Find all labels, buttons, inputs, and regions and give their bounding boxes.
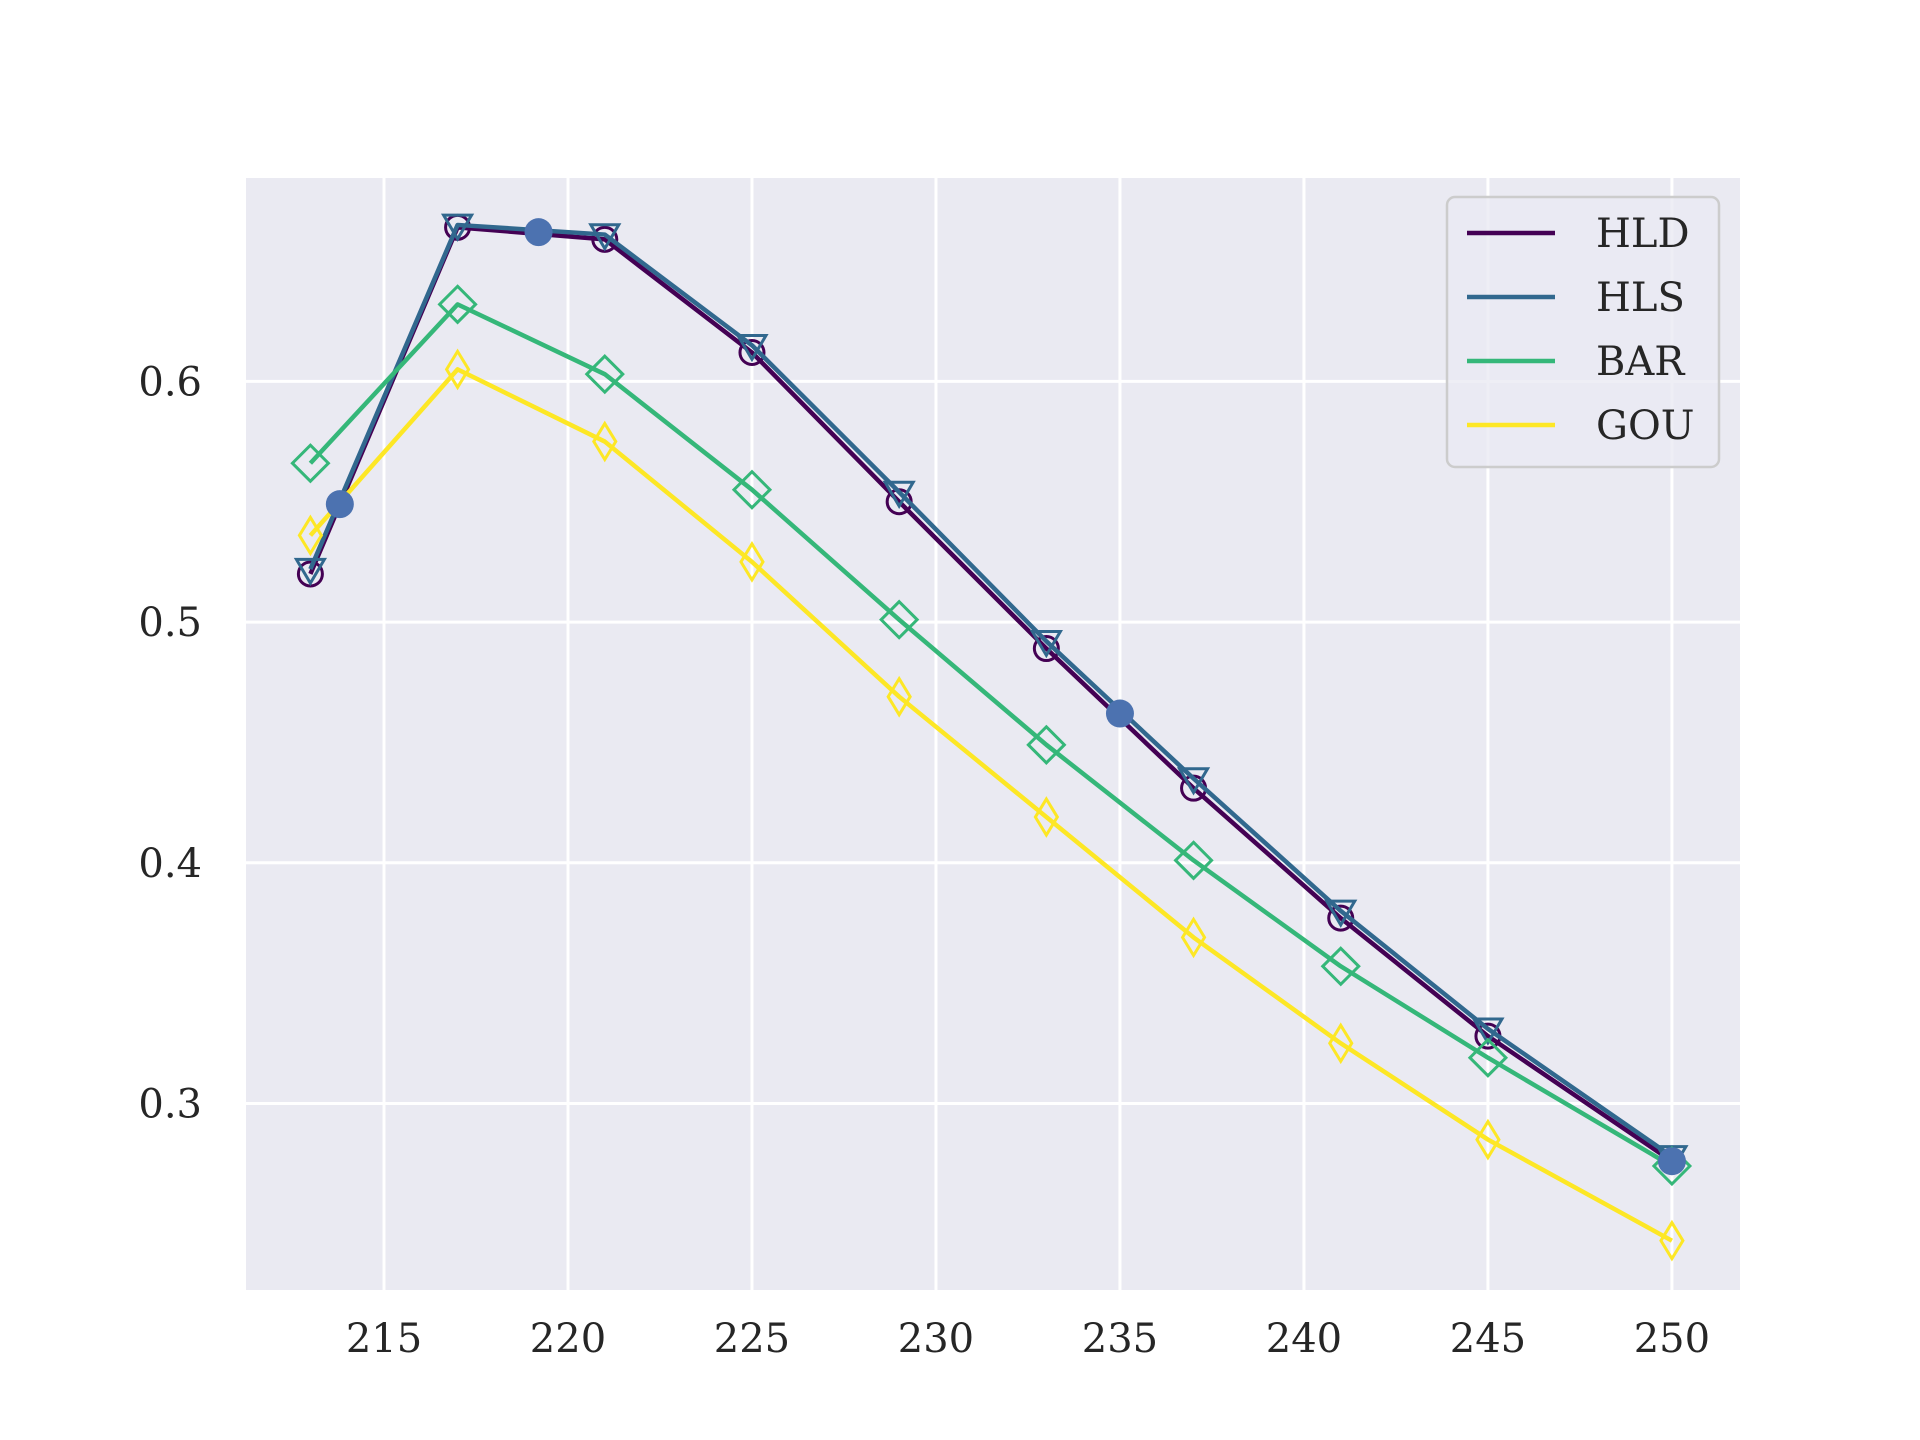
data-point-bar bbox=[879, 599, 920, 640]
y-tick-label: 0.3 bbox=[138, 1081, 202, 1127]
data-point-gou bbox=[1033, 796, 1060, 838]
data-point-gou bbox=[1327, 1022, 1354, 1065]
data-point-bar bbox=[731, 469, 773, 510]
x-tick-label: 245 bbox=[1450, 1316, 1526, 1362]
x-tick-label: 240 bbox=[1266, 1316, 1342, 1362]
data-point-bar bbox=[290, 443, 331, 484]
data-point-gou bbox=[886, 675, 912, 718]
legend-label-hld: HLD bbox=[1596, 211, 1690, 257]
data-point-bar bbox=[1173, 840, 1214, 881]
data-point-hls bbox=[735, 333, 769, 363]
data-point-gou bbox=[1180, 916, 1207, 959]
x-axis-ticks: 215 220 225 230 235 240 245 250 bbox=[346, 1316, 1710, 1362]
legend: HLD HLS BAR GOU bbox=[1445, 195, 1721, 469]
highlight-point bbox=[1105, 699, 1134, 728]
data-point-bar bbox=[1026, 724, 1067, 765]
data-point-gou bbox=[739, 541, 765, 583]
highlight-point bbox=[325, 490, 354, 519]
data-point-hls bbox=[882, 480, 916, 510]
data-point-bar bbox=[437, 284, 478, 325]
data-point-hls bbox=[588, 223, 622, 252]
data-point-hls bbox=[440, 213, 475, 242]
data-point-gou bbox=[1659, 1219, 1685, 1262]
y-axis-ticks: 0.3 0.4 0.5 0.6 bbox=[138, 359, 202, 1127]
x-tick-label: 235 bbox=[1082, 1316, 1158, 1362]
data-point-gou bbox=[592, 420, 618, 463]
data-point-gou bbox=[444, 348, 471, 391]
x-tick-label: 230 bbox=[898, 1316, 974, 1362]
data-point-gou bbox=[1475, 1118, 1501, 1161]
x-tick-label: 220 bbox=[530, 1316, 606, 1362]
series-line-bar bbox=[308, 302, 1674, 1168]
series-gou bbox=[297, 348, 1685, 1262]
data-point-bar bbox=[1467, 1037, 1509, 1078]
data-point-hls bbox=[1176, 767, 1211, 796]
data-point-bar bbox=[1320, 946, 1361, 987]
legend-label-hls: HLS bbox=[1596, 275, 1685, 321]
y-tick-label: 0.5 bbox=[138, 600, 202, 646]
y-tick-label: 0.4 bbox=[138, 841, 202, 887]
highlight-point bbox=[1657, 1147, 1686, 1176]
legend-box bbox=[1445, 195, 1721, 469]
data-point-gou bbox=[297, 514, 324, 557]
data-point-hld bbox=[738, 339, 766, 367]
data-point-hls bbox=[1029, 630, 1063, 659]
data-point-hld bbox=[1032, 635, 1060, 663]
y-tick-label: 0.6 bbox=[138, 359, 202, 405]
highlight-point bbox=[524, 218, 553, 247]
data-point-bar bbox=[584, 354, 625, 395]
x-tick-label: 225 bbox=[714, 1316, 790, 1362]
data-point-hls bbox=[293, 557, 328, 587]
data-point-hls bbox=[1471, 1017, 1505, 1046]
legend-label-gou: GOU bbox=[1596, 403, 1694, 449]
x-tick-label: 215 bbox=[346, 1316, 422, 1362]
data-point-hls bbox=[1324, 899, 1358, 928]
highlight-points bbox=[325, 218, 1686, 1176]
series-line-gou bbox=[308, 367, 1674, 1243]
legend-label-bar: BAR bbox=[1596, 339, 1686, 385]
x-tick-label: 250 bbox=[1634, 1316, 1710, 1362]
